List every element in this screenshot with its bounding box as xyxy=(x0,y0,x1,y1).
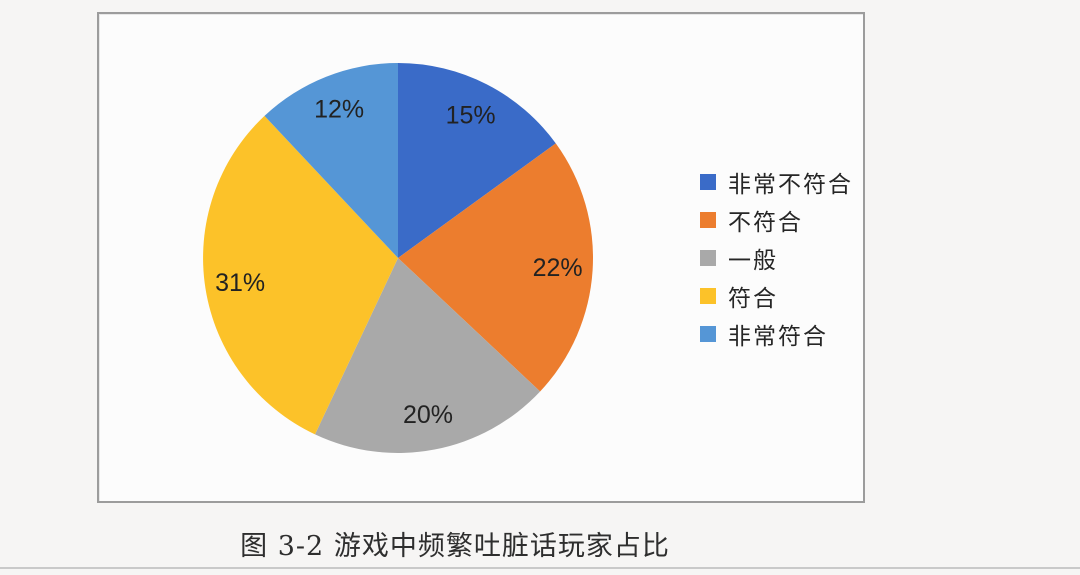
pie-slice xyxy=(264,63,398,258)
slice-label: 12% xyxy=(314,95,364,123)
slice-label: 20% xyxy=(403,401,453,429)
pie-slice xyxy=(398,143,594,392)
slice-label: 15% xyxy=(446,102,496,130)
pie-slice xyxy=(398,62,556,258)
legend-item: 符合 xyxy=(700,283,853,311)
legend-label: 不符合 xyxy=(728,208,803,235)
legend-label: 非常符合 xyxy=(728,322,828,349)
legend-swatch-icon xyxy=(700,325,716,342)
legend-label: 非常不符合 xyxy=(728,170,853,197)
legend-swatch-icon xyxy=(700,173,716,190)
slice-label: 31% xyxy=(215,269,265,297)
legend-label: 一般 xyxy=(728,246,778,273)
bottom-divider xyxy=(0,567,1080,569)
pie-slice xyxy=(315,258,541,453)
slice-label: 22% xyxy=(533,254,583,282)
legend-swatch-icon xyxy=(700,211,716,228)
chart-legend: 非常不符合 不符合 一般 符合 非常符合 xyxy=(700,169,853,349)
pie-chart: 15% 22% 20% 31% 12% xyxy=(203,62,594,453)
legend-swatch-icon xyxy=(700,287,716,304)
legend-item: 非常符合 xyxy=(700,321,853,349)
legend-item: 非常不符合 xyxy=(700,169,853,197)
legend-swatch-icon xyxy=(700,249,716,266)
pie-slice xyxy=(203,115,398,435)
legend-label: 符合 xyxy=(728,284,778,311)
figure-caption: 图 3-2 游戏中频繁吐脏话玩家占比 xyxy=(240,531,670,562)
legend-item: 一般 xyxy=(700,245,853,273)
legend-item: 不符合 xyxy=(700,207,853,235)
chart-panel: 15% 22% 20% 31% 12% 非常不符合 不符合 一般 符合 非常符合 xyxy=(97,12,865,503)
